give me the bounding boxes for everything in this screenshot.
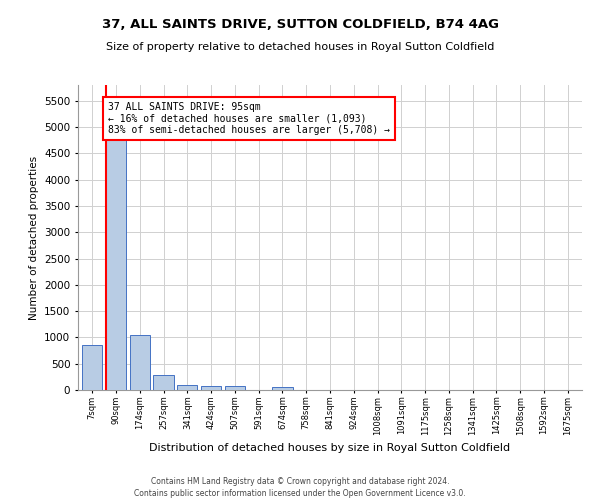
Text: 37 ALL SAINTS DRIVE: 95sqm
← 16% of detached houses are smaller (1,093)
83% of s: 37 ALL SAINTS DRIVE: 95sqm ← 16% of deta… (108, 102, 390, 135)
Bar (130, 335, 150, 390)
Bar (82, 346, 103, 390)
Bar (154, 376, 173, 390)
Y-axis label: Number of detached properties: Number of detached properties (29, 156, 38, 320)
Bar (201, 386, 221, 390)
Text: Contains HM Land Registry data © Crown copyright and database right 2024.
Contai: Contains HM Land Registry data © Crown c… (134, 476, 466, 498)
X-axis label: Distribution of detached houses by size in Royal Sutton Coldfield: Distribution of detached houses by size … (149, 443, 511, 453)
Text: 37, ALL SAINTS DRIVE, SUTTON COLDFIELD, B74 4AG: 37, ALL SAINTS DRIVE, SUTTON COLDFIELD, … (101, 18, 499, 30)
Bar (225, 386, 245, 390)
Bar (177, 386, 197, 390)
Text: Size of property relative to detached houses in Royal Sutton Coldfield: Size of property relative to detached ho… (106, 42, 494, 52)
Bar (106, 101, 126, 390)
Bar (272, 387, 293, 390)
